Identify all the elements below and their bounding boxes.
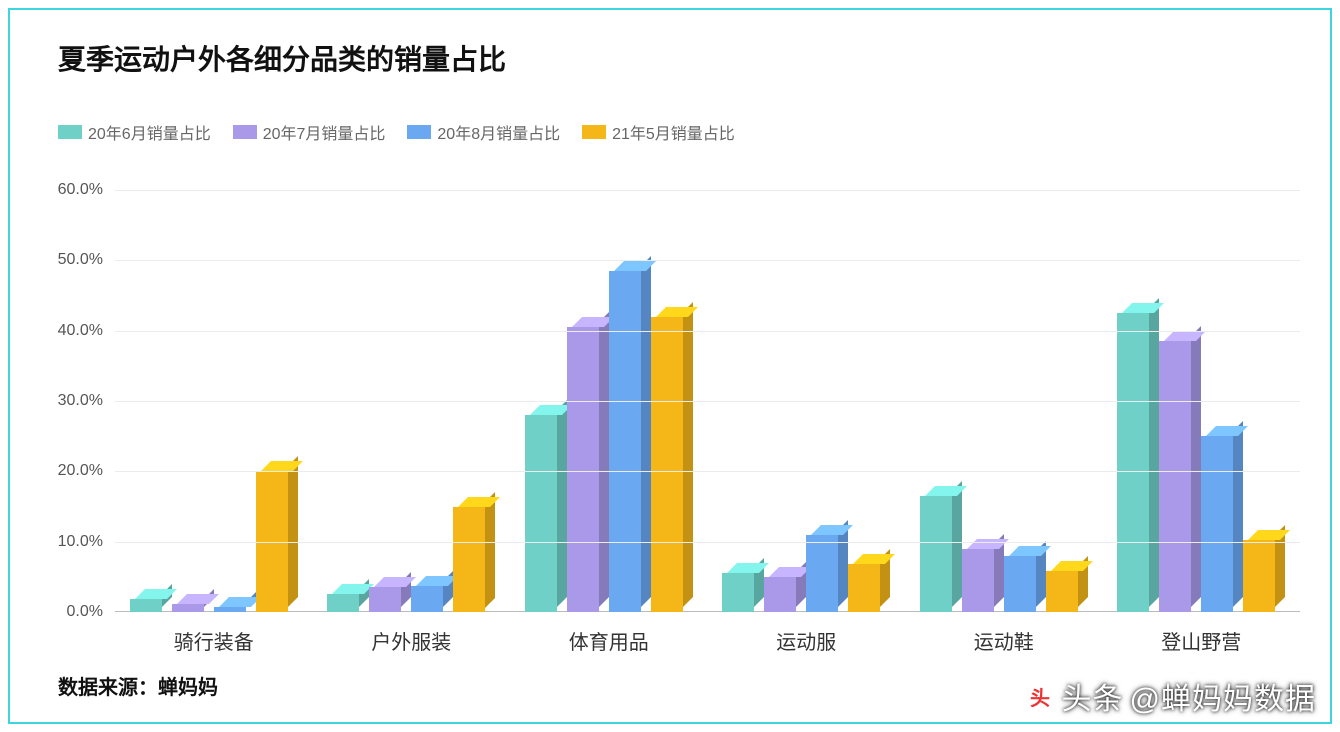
plot-area: 0.0%10.0%20.0%30.0%40.0%50.0%60.0% 骑行装备户… xyxy=(115,190,1300,612)
legend-swatch xyxy=(407,125,431,139)
watermark: 头 头条 @蝉妈妈数据 xyxy=(1026,674,1316,718)
legend-item: 20年6月销量占比 xyxy=(58,120,211,144)
category-label: 骑行装备 xyxy=(174,626,254,655)
y-tick-label: 40.0% xyxy=(58,322,103,340)
gridline xyxy=(115,190,1300,191)
gridline xyxy=(115,331,1300,332)
legend-item: 20年8月销量占比 xyxy=(407,120,560,144)
chart-frame: 夏季运动户外各细分品类的销量占比 20年6月销量占比 20年7月销量占比 20年8月… xyxy=(8,8,1332,724)
y-tick-label: 0.0% xyxy=(67,603,103,621)
legend-swatch xyxy=(233,125,257,139)
chart-title: 夏季运动户外各细分品类的销量占比 xyxy=(58,38,506,78)
data-source: 数据来源：蝉妈妈 xyxy=(58,671,218,700)
gridline xyxy=(115,471,1300,472)
gridline xyxy=(115,401,1300,402)
category-label: 体育用品 xyxy=(569,626,649,655)
y-tick-label: 50.0% xyxy=(58,251,103,269)
source-prefix: 数据来源： xyxy=(58,677,158,699)
gridline xyxy=(115,542,1300,543)
watermark-prefix: 头条 xyxy=(1062,674,1124,718)
legend-swatch xyxy=(582,125,606,139)
legend: 20年6月销量占比 20年7月销量占比 20年8月销量占比 21年5月销量占比 xyxy=(58,120,735,144)
legend-swatch xyxy=(58,125,82,139)
legend-item: 20年7月销量占比 xyxy=(233,120,386,144)
legend-label: 20年6月销量占比 xyxy=(88,120,211,144)
y-tick-label: 10.0% xyxy=(58,533,103,551)
y-tick-label: 20.0% xyxy=(58,462,103,480)
category-label: 登山野营 xyxy=(1161,626,1241,655)
legend-label: 20年8月销量占比 xyxy=(437,120,560,144)
category-label: 运动鞋 xyxy=(974,626,1034,655)
category-label: 户外服装 xyxy=(371,626,451,655)
y-tick-label: 30.0% xyxy=(58,392,103,410)
category-label: 运动服 xyxy=(776,626,836,655)
legend-item: 21年5月销量占比 xyxy=(582,120,735,144)
legend-label: 20年7月销量占比 xyxy=(263,120,386,144)
watermark-icon: 头 xyxy=(1026,681,1056,711)
gridline xyxy=(115,260,1300,261)
legend-label: 21年5月销量占比 xyxy=(612,120,735,144)
y-tick-label: 60.0% xyxy=(58,181,103,199)
source-name: 蝉妈妈 xyxy=(158,677,218,699)
watermark-handle: @蝉妈妈数据 xyxy=(1130,674,1316,718)
